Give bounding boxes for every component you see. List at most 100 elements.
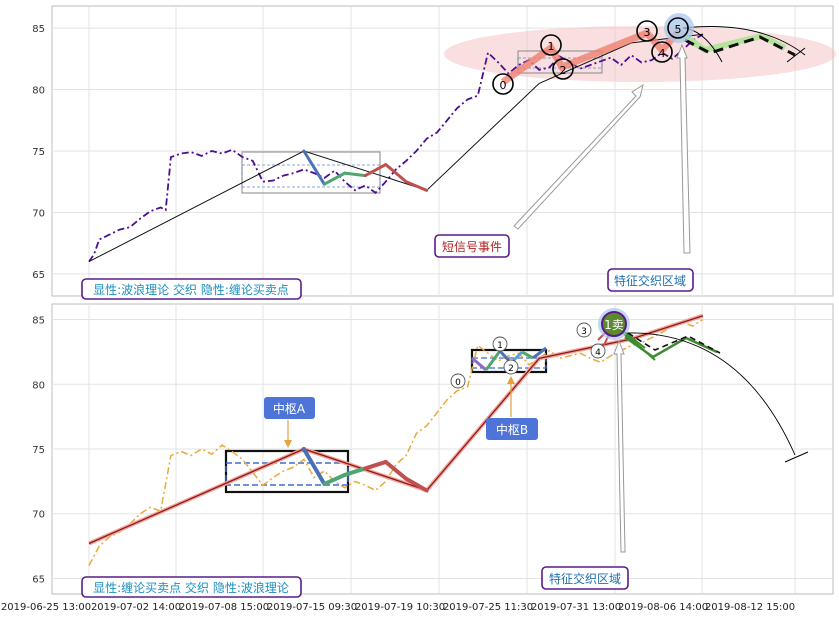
- pivot-a-label: 中枢A: [273, 401, 306, 416]
- top-ytick-label: 80: [32, 86, 45, 97]
- wave-circle-0: [492, 73, 514, 95]
- top-ytick-label: 75: [32, 147, 45, 158]
- bottom-legend-text: 显性:缠论买卖点 交织 隐性:波浪理论: [93, 580, 289, 595]
- bottom-legend-box: [81, 576, 302, 598]
- wave-circle-3: [636, 20, 658, 42]
- segment-5: [404, 476, 429, 493]
- x-tick-label: 2019-07-08 15:00: [179, 602, 269, 613]
- top-forecast-arc: [682, 26, 806, 56]
- segment-0: [301, 447, 327, 486]
- bottom-feature-zone-box: [541, 566, 629, 590]
- bottom-forecast-black: [627, 332, 721, 354]
- segment-4: [383, 459, 409, 481]
- wave-label-1: 1: [548, 40, 555, 53]
- x-tick-label: 2019-07-02 14:00: [91, 602, 181, 613]
- segment-1: [322, 472, 347, 486]
- b-wave-circle-0: [450, 373, 466, 389]
- b-wave-circle-1: [492, 336, 508, 352]
- segment-5: [404, 180, 429, 192]
- sell-point-circle: [601, 311, 627, 337]
- bottom-feature-arrow: [613, 339, 626, 553]
- bot-ytick-label: 75: [32, 445, 45, 456]
- segment-2: [342, 466, 368, 477]
- segment-2: [343, 171, 367, 178]
- top-feature-zone-label: 特征交织区域: [614, 273, 686, 288]
- wave-circle-5: [667, 17, 689, 39]
- pivot-b-seg-0: [471, 356, 487, 372]
- pivot-a-pointer-head: [284, 440, 292, 448]
- top-feature-zone-box: [607, 268, 694, 292]
- short-signal-box: [434, 234, 510, 258]
- pivot-b-label-box: [486, 418, 538, 440]
- series-bi-line: [88, 315, 704, 545]
- pivot-b-seg-1: [484, 350, 502, 371]
- b-wave-circle-3: [576, 322, 592, 338]
- b-wave-label-4: 4: [595, 348, 601, 358]
- top-ytick-label: 70: [32, 208, 45, 219]
- arrow-feature-zone: [676, 43, 691, 254]
- x-tick-label: 2019-08-12 15:00: [705, 602, 795, 613]
- pivot-a-label-box: [264, 397, 315, 419]
- wave-circle-1: [540, 34, 562, 56]
- top-forecast-tick: [786, 47, 806, 63]
- x-tick-label: 2019-07-15 09:30: [267, 602, 357, 613]
- top-wave-red-upper: [500, 28, 682, 85]
- wave-label-4: 4: [659, 47, 666, 60]
- top-legend-box: [81, 278, 302, 300]
- pivot-b-seg-4: [521, 350, 534, 360]
- bot-ytick-label: 80: [32, 380, 45, 391]
- top-series: [88, 33, 704, 263]
- segment-1: [322, 171, 347, 186]
- segment-3: [363, 163, 388, 178]
- x-tick-label: 2019-06-25 13:00: [1, 602, 91, 613]
- bottom-x-axis: 2019-06-25 13:00 2019-07-02 14:002019-07-…: [1, 602, 795, 613]
- top-y-axis: 65 70 75 80 85: [32, 24, 45, 281]
- b-wave-label-2: 2: [508, 364, 514, 374]
- series-orange-dashdot: [88, 318, 704, 566]
- wave-label-5: 5: [675, 23, 682, 36]
- bottom-forecast-tick: [784, 451, 809, 463]
- bottom-wave-labels: 0 1 2 3 4: [450, 322, 606, 389]
- top-panel: 65 70 75 80 85 0 1 2 3 4: [32, 5, 836, 300]
- short-signal-label: 短信号事件: [442, 240, 502, 254]
- arrow-short-signal: [513, 83, 644, 230]
- x-tick-label: 2019-07-31 13:00: [531, 602, 621, 613]
- wave-label-3: 3: [644, 26, 651, 39]
- top-wave-black-fore: [684, 35, 796, 57]
- top-ytick-label: 85: [32, 24, 45, 35]
- bottom-panel: 65 70 75 80 85 2019-06-25 13:00 2019-07-02 14…: [1, 303, 834, 613]
- top-ytick-label: 65: [32, 270, 45, 281]
- segment-3: [363, 459, 388, 471]
- top-legend-text: 显性:波浪理论 交织 隐性:缠论买卖点: [93, 282, 289, 297]
- bottom-forecast-green: [624, 335, 718, 359]
- wave-label-2: 2: [560, 64, 567, 77]
- b-wave-circle-2: [503, 359, 519, 375]
- b-wave-circle-4: [590, 343, 606, 359]
- bottom-y-axis: 65 70 75 80 85: [32, 316, 45, 586]
- wave-circle-4: [651, 41, 673, 63]
- bottom-series: [88, 313, 704, 566]
- pivot-b-seg-5: [532, 346, 547, 360]
- b-wave-label-1: 1: [497, 341, 503, 351]
- x-tick-label: 2019-07-25 11:30: [443, 602, 533, 613]
- bottom-forecast-arc: [624, 332, 796, 456]
- pivot-b-pointer-head: [507, 376, 515, 384]
- bot-ytick-label: 65: [32, 574, 45, 585]
- bottom-feature-zone-label: 特征交织区域: [549, 571, 621, 586]
- x-tick-label: 2019-07-19 10:30: [355, 602, 445, 613]
- series-trend-line: [88, 33, 703, 263]
- b-wave-label-0: 0: [455, 378, 461, 388]
- series-purple-dashdot: [88, 33, 704, 263]
- sell-point-label: 1卖: [604, 318, 624, 332]
- segment-4: [384, 163, 408, 184]
- top-wave-labels: 0 1 2 3 4 5: [492, 17, 689, 95]
- bot-ytick-label: 85: [32, 316, 45, 327]
- bot-ytick-label: 70: [32, 510, 45, 521]
- segment-0: [302, 149, 326, 186]
- wave-label-0: 0: [500, 79, 507, 92]
- top-hollow-arrows: [513, 43, 691, 254]
- wave-circle-2: [552, 58, 574, 80]
- x-tick-label: 2019-08-06 14:00: [618, 602, 708, 613]
- pivot-b-label: 中枢B: [496, 422, 528, 437]
